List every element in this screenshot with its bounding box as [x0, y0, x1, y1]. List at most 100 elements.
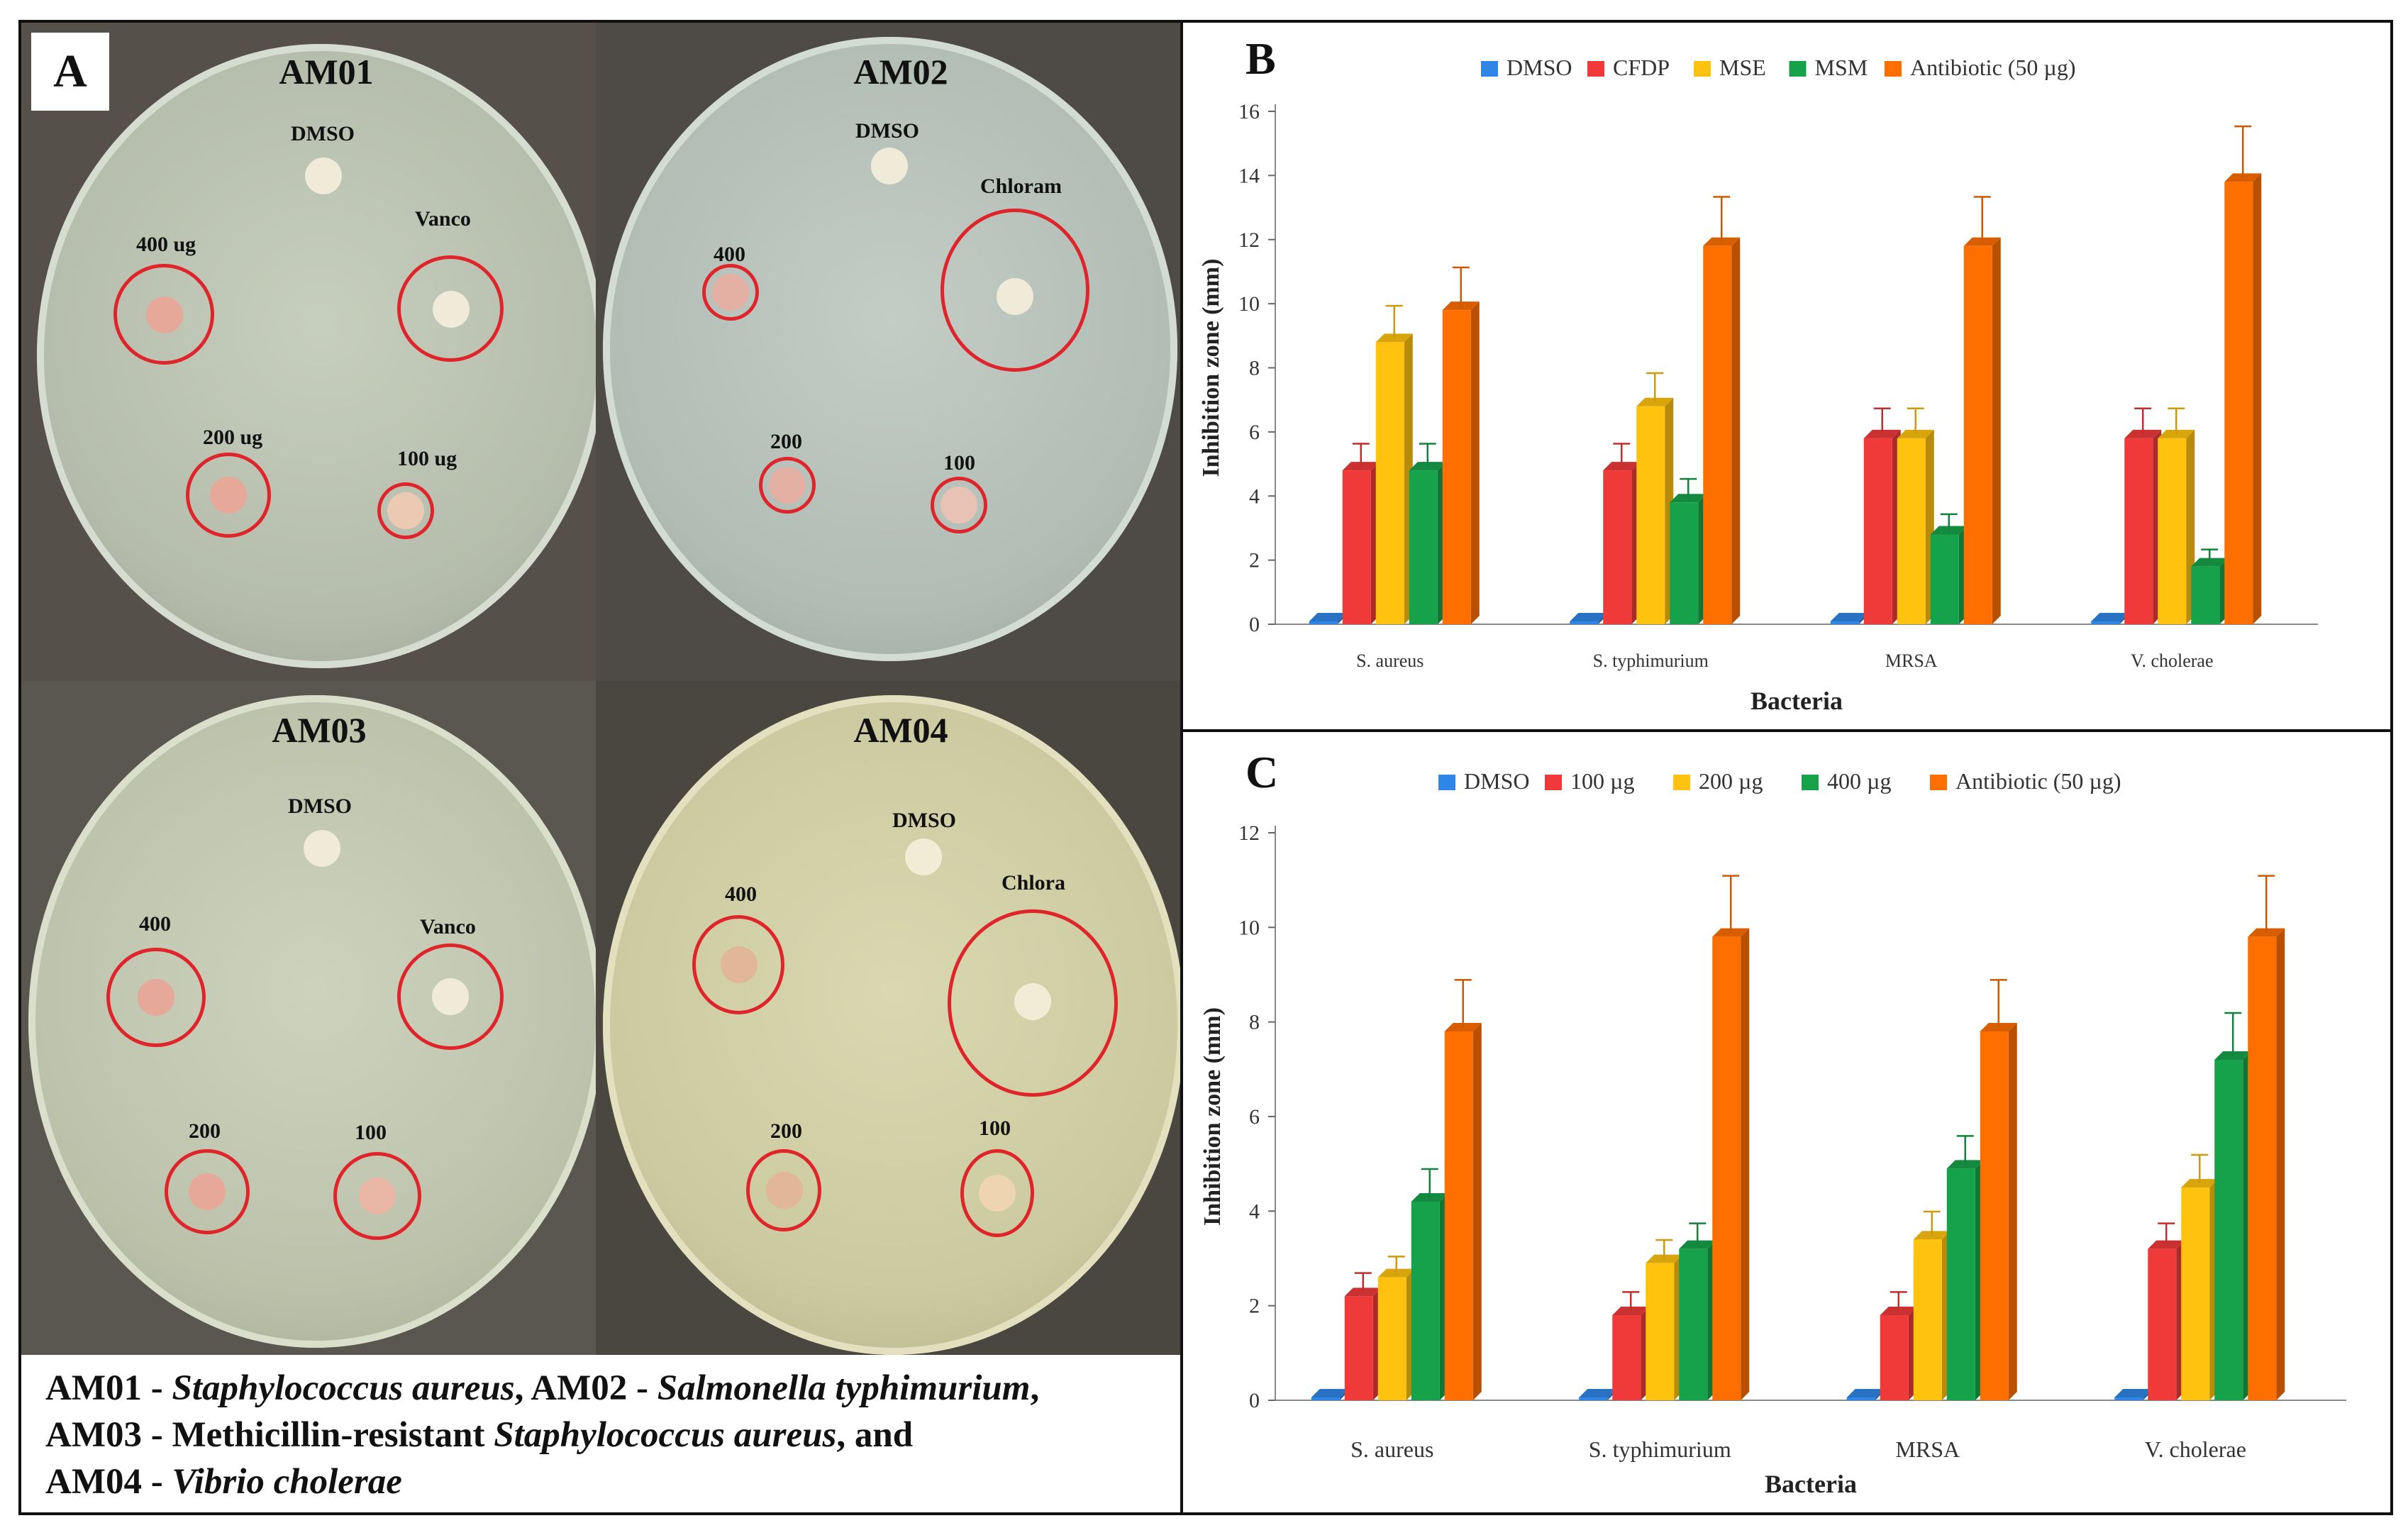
panel-b: B DMSO CFDP MSE MSM Antibiotic (50 µg) 0 2 4 6 8 10…: [1180, 20, 2393, 733]
extract-disc-400: [712, 274, 749, 311]
extract-disc-400: [146, 297, 183, 333]
x-tick-label: S. aureus: [1350, 1436, 1433, 1462]
dmso-disc: [871, 148, 908, 184]
extract-disc-400: [138, 979, 174, 1016]
antibiotic-label: Chlora: [1002, 871, 1065, 895]
dose-200-label: 200: [770, 430, 802, 453]
y-tick-label: 12: [1238, 228, 1260, 252]
bar: [1679, 1248, 1708, 1400]
bar: [1703, 245, 1732, 625]
bar: [2191, 566, 2220, 624]
x-axis-label: Bacteria: [1750, 687, 1843, 715]
bar: [1342, 470, 1371, 624]
bar: [1863, 438, 1892, 624]
extract-disc-100: [387, 492, 424, 529]
dmso-disc: [305, 157, 342, 194]
caption-line-2: AM03 - Methicillin-resistant Staphylococ…: [45, 1412, 1159, 1458]
legend-swatch: [1673, 775, 1690, 790]
bar: [1570, 621, 1599, 624]
y-tick-label: 6: [1249, 1105, 1260, 1129]
y-tick-label: 14: [1238, 164, 1260, 187]
antibiotic-disc: [997, 278, 1033, 315]
petri-dish: [603, 37, 1177, 661]
y-tick-label: 0: [1249, 1389, 1260, 1412]
antibiotic-label: Chloram: [980, 175, 1062, 198]
y-tick-label: 6: [1249, 421, 1260, 444]
dmso-label: DMSO: [288, 794, 352, 818]
y-tick-label: 8: [1249, 1011, 1260, 1034]
extract-disc-100: [979, 1175, 1016, 1212]
panel-a: AM01 DMSO Vanco 400 ug 200 ug 100 ug A A…: [18, 20, 1183, 1515]
legend-label: Antibiotic (50 µg): [1910, 55, 2076, 80]
extract-disc-200: [210, 477, 247, 514]
plate-am02: AM02 DMSO Chloram 400 200 100: [596, 23, 1183, 681]
bar: [1963, 245, 1992, 625]
y-tick-label: 4: [1249, 484, 1260, 508]
legend-label: Antibiotic (50 µg): [1955, 768, 2121, 794]
bar: [2214, 1060, 2243, 1400]
bar-top: [1846, 1389, 1884, 1397]
y-tick-label: 0: [1249, 613, 1260, 636]
bar-top: [2148, 1240, 2185, 1249]
bar: [2248, 936, 2277, 1400]
bar: [1980, 1031, 2009, 1400]
legend-swatch: [1885, 61, 1902, 77]
caption-text: AM04 -: [45, 1462, 172, 1502]
bar: [1442, 310, 1471, 624]
panel-a-caption: AM01 - Staphylococcus aureus, AM02 - Sal…: [24, 1356, 1180, 1512]
bar: [1946, 1168, 1975, 1400]
x-tick-label: V. cholerae: [2131, 650, 2213, 671]
x-tick-label: S. typhimurium: [1589, 1436, 1731, 1462]
antibiotic-disc: [1014, 983, 1051, 1020]
legend-swatch: [1802, 775, 1819, 790]
plate-am03: AM03 DMSO Vanco 400 200 100: [21, 681, 596, 1355]
extract-disc-200: [769, 467, 806, 504]
extract-disc-100: [941, 487, 977, 524]
legend-label: 400 µg: [1827, 768, 1891, 794]
y-axis-label: Inhibition zone (mm): [1198, 259, 1224, 477]
legend-swatch: [1587, 61, 1604, 77]
plate-title: AM01: [279, 52, 374, 92]
bar-top: [1570, 613, 1607, 621]
bar: [1579, 1397, 1608, 1400]
dose-400-label: 400: [714, 243, 745, 266]
bar: [1636, 406, 1665, 624]
x-tick-label: S. typhimurium: [1593, 650, 1709, 671]
bar-side: [2276, 928, 2285, 1400]
legend-swatch: [1481, 61, 1498, 77]
legend-label: CFDP: [1613, 55, 1670, 80]
panel-letter: C: [1245, 747, 1278, 797]
y-tick-label: 4: [1249, 1200, 1260, 1223]
panel-letter: A: [31, 33, 109, 111]
dmso-disc: [905, 838, 942, 875]
legend-swatch: [1545, 775, 1562, 790]
chart-c: C DMSO 100 µg 200 µg 400 µg Antibiotic (50 µg…: [1199, 747, 2346, 1498]
panel-c: C DMSO 100 µg 200 µg 400 µg Antibiotic (50 µg…: [1180, 729, 2393, 1515]
bar: [1880, 1315, 1909, 1400]
dose-400-label: 400: [725, 882, 757, 906]
bar-side: [1470, 301, 1480, 624]
antibiotic-label: Vanco: [415, 207, 471, 231]
bar-top: [2114, 1389, 2152, 1397]
y-tick-label: 2: [1249, 549, 1260, 572]
y-tick-label: 12: [1238, 821, 1260, 845]
caption-line-1: AM01 - Staphylococcus aureus, AM02 - Sal…: [45, 1365, 1159, 1412]
plate-title: AM04: [853, 710, 948, 750]
bar: [1846, 1397, 1875, 1400]
bar: [1311, 1397, 1340, 1400]
dmso-label: DMSO: [855, 119, 919, 143]
bar: [2124, 438, 2153, 624]
legend-label: MSM: [1815, 55, 1868, 80]
bar-top: [2091, 613, 2129, 621]
inhibition-ring: [397, 255, 504, 362]
legend-swatch: [1789, 61, 1807, 77]
bar: [2181, 1187, 2210, 1400]
inhibition-ring: [377, 482, 434, 539]
bar: [1897, 438, 1926, 624]
dmso-label: DMSO: [892, 809, 956, 832]
caption-line-3: AM04 - Vibrio cholerae: [45, 1458, 1159, 1505]
caption-text: AM03 - Methicillin-resistant: [45, 1415, 494, 1455]
bar: [1930, 534, 1959, 624]
y-tick-label: 10: [1238, 916, 1260, 939]
dose-400-label: 400 ug: [136, 233, 196, 256]
